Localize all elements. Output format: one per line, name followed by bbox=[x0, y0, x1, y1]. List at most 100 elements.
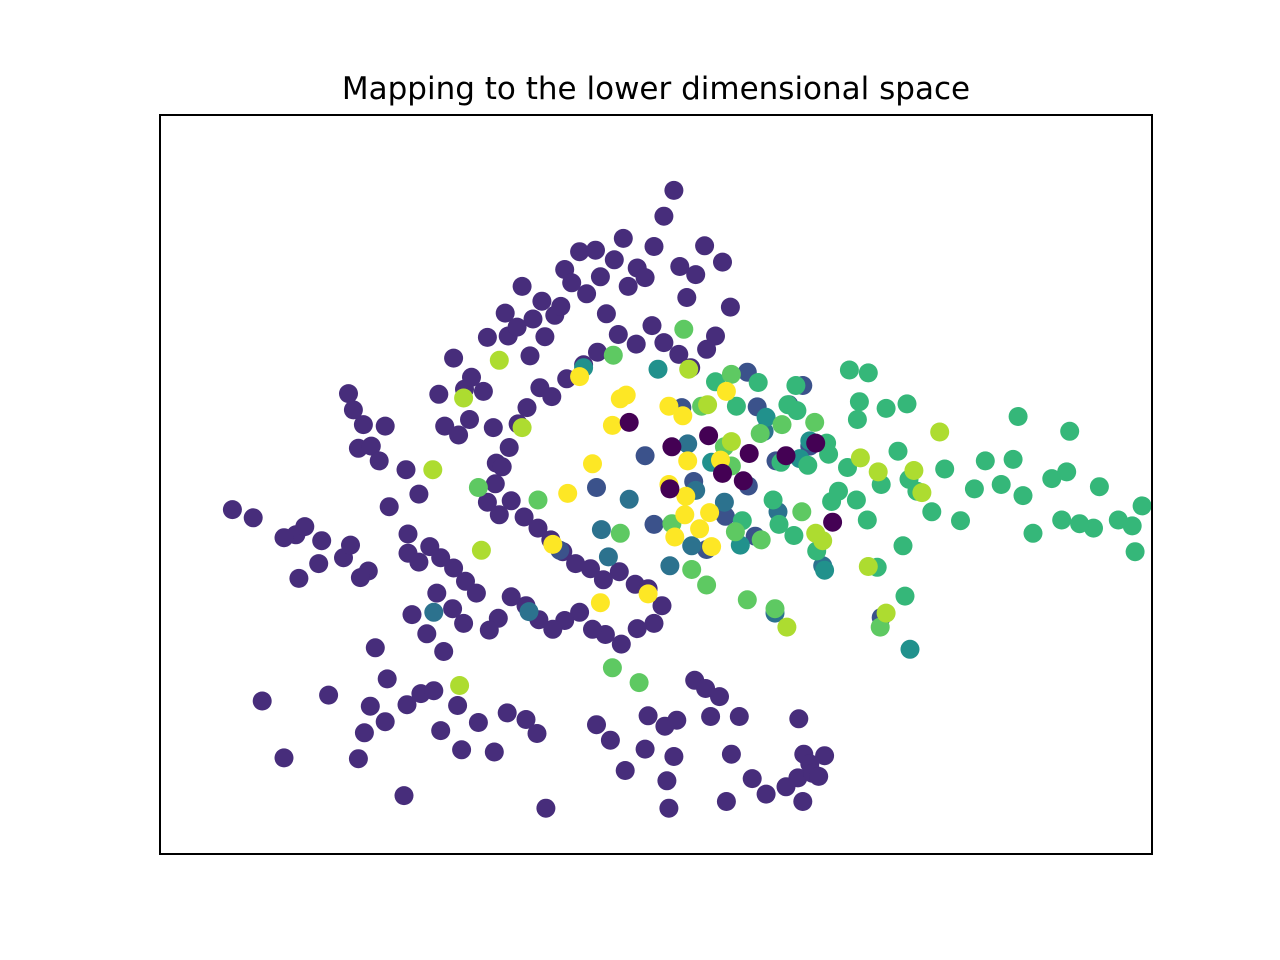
scatter-point-c1 bbox=[635, 739, 655, 759]
scatter-point-c7 bbox=[603, 345, 623, 365]
scatter-point-c1 bbox=[507, 317, 527, 337]
scatter-point-c1 bbox=[618, 276, 638, 296]
scatter-point-c8 bbox=[454, 388, 474, 408]
scatter-point-c1 bbox=[449, 425, 469, 445]
scatter-point-c1 bbox=[530, 378, 550, 398]
scatter-point-c1 bbox=[473, 381, 493, 401]
scatter-point-c9 bbox=[673, 406, 693, 426]
scatter-point-c1 bbox=[427, 583, 447, 603]
scatter-point-c1 bbox=[776, 777, 796, 797]
scatter-point-c1 bbox=[431, 721, 451, 741]
scatter-point-c1 bbox=[527, 724, 547, 743]
scatter-point-c1 bbox=[587, 715, 606, 735]
point-layer bbox=[222, 180, 1152, 818]
scatter-point-c1 bbox=[460, 410, 479, 429]
scatter-point-c8 bbox=[858, 557, 878, 576]
scatter-point-c9 bbox=[716, 381, 736, 401]
scatter-point-c6 bbox=[784, 526, 804, 545]
scatter-point-c1 bbox=[435, 416, 455, 436]
scatter-point-c1 bbox=[701, 707, 721, 726]
scatter-point-c1 bbox=[611, 634, 631, 654]
scatter-point-c6 bbox=[1122, 516, 1142, 536]
scatter-point-c1 bbox=[489, 505, 509, 525]
scatter-point-c6 bbox=[1003, 449, 1023, 469]
scatter-point-c1 bbox=[664, 747, 684, 766]
scatter-point-c1 bbox=[535, 327, 555, 347]
scatter-point-c2 bbox=[715, 506, 735, 526]
scatter-point-c1 bbox=[520, 346, 540, 366]
scatter-point-c1 bbox=[583, 619, 602, 639]
scatter-point-c1 bbox=[339, 384, 358, 404]
scatter-point-c1 bbox=[289, 568, 309, 588]
scatter-point-c1 bbox=[729, 707, 749, 726]
scatter-point-c1 bbox=[570, 602, 590, 622]
scatter-point-c7 bbox=[805, 412, 825, 432]
scatter-point-c1 bbox=[581, 559, 600, 579]
scatter-point-c1 bbox=[492, 457, 512, 477]
scatter-point-c6 bbox=[991, 475, 1011, 494]
scatter-point-c1 bbox=[462, 367, 481, 387]
scatter-point-c1 bbox=[375, 416, 395, 436]
scatter-point-c1 bbox=[397, 695, 417, 715]
scatter-point-c7 bbox=[737, 590, 757, 610]
scatter-point-c1 bbox=[551, 296, 571, 316]
scatter-point-c7 bbox=[629, 673, 649, 693]
scatter-point-c1 bbox=[596, 304, 616, 324]
scatter-point-c7 bbox=[751, 530, 771, 550]
scatter-point-c9 bbox=[638, 584, 658, 604]
scatter-point-c1 bbox=[483, 418, 503, 438]
scatter-point-c1 bbox=[420, 537, 440, 557]
scatter-point-c0 bbox=[739, 444, 759, 463]
scatter-point-c1 bbox=[429, 384, 449, 404]
scatter-point-c1 bbox=[644, 613, 664, 633]
scatter-point-c9 bbox=[590, 593, 610, 613]
scatter-point-c6 bbox=[1042, 469, 1062, 489]
scatter-point-c1 bbox=[756, 784, 776, 804]
scatter-point-c1 bbox=[501, 491, 521, 511]
scatter-point-c1 bbox=[669, 344, 689, 364]
scatter-point-c1 bbox=[443, 599, 463, 619]
scatter-point-c1 bbox=[417, 624, 437, 644]
scatter-point-c1 bbox=[468, 713, 488, 732]
scatter-point-c6 bbox=[849, 392, 869, 412]
scatter-point-c8 bbox=[423, 460, 443, 480]
scatter-point-c1 bbox=[809, 766, 829, 786]
scatter-point-c1 bbox=[409, 552, 429, 572]
scatter-point-c7 bbox=[468, 478, 488, 497]
scatter-point-c1 bbox=[369, 451, 389, 471]
scatter-point-c1 bbox=[543, 619, 563, 639]
scatter-point-c3 bbox=[424, 602, 444, 622]
scatter-point-c1 bbox=[375, 712, 395, 732]
scatter-point-c9 bbox=[570, 367, 590, 387]
scatter-point-c6 bbox=[1070, 514, 1090, 534]
scatter-point-c1 bbox=[627, 619, 647, 639]
scatter-point-c6 bbox=[935, 459, 955, 479]
scatter-point-c1 bbox=[495, 303, 515, 323]
scatter-point-c1 bbox=[312, 531, 332, 551]
scatter-point-c6 bbox=[857, 510, 877, 530]
scatter-point-c1 bbox=[789, 709, 809, 729]
scatter-point-c0 bbox=[733, 471, 753, 491]
scatter-point-c3 bbox=[682, 536, 702, 556]
scatter-point-c1 bbox=[452, 740, 472, 760]
scatter-point-c8 bbox=[450, 676, 470, 695]
scatter-point-c6 bbox=[748, 373, 768, 392]
scatter-point-c0 bbox=[806, 433, 826, 453]
scatter-point-c3 bbox=[714, 492, 734, 512]
scatter-point-c1 bbox=[274, 528, 294, 548]
scatter-point-c1 bbox=[577, 284, 597, 304]
scatter-point-c1 bbox=[706, 326, 725, 346]
scatter-point-c6 bbox=[1057, 462, 1077, 482]
scatter-point-c8 bbox=[777, 617, 797, 637]
scatter-point-c1 bbox=[686, 265, 706, 285]
scatter-point-c1 bbox=[394, 786, 414, 806]
scatter-point-c1 bbox=[626, 334, 646, 354]
scatter-point-c1 bbox=[593, 570, 613, 590]
scatter-point-c1 bbox=[377, 669, 397, 689]
scatter-point-c1 bbox=[341, 535, 360, 555]
scatter-point-c1 bbox=[274, 748, 294, 768]
scatter-point-c3 bbox=[598, 547, 618, 567]
scatter-point-c7 bbox=[750, 424, 770, 443]
scatter-point-c3 bbox=[660, 556, 680, 576]
scatter-point-c9 bbox=[602, 415, 622, 435]
